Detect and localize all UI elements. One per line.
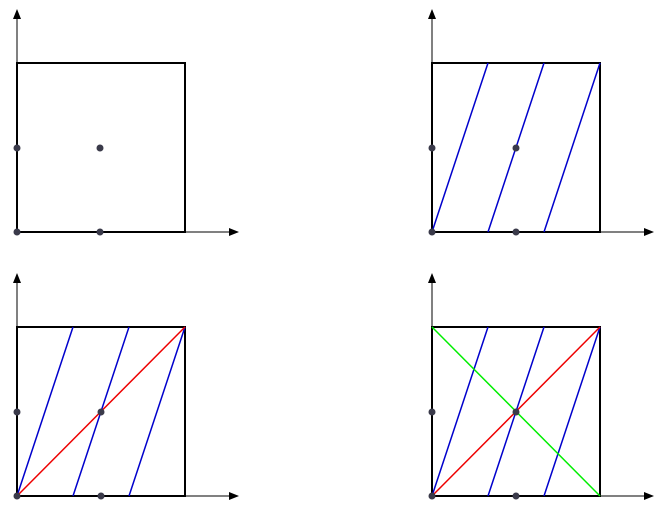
dot — [512, 492, 520, 500]
dot — [97, 408, 105, 416]
dot — [97, 492, 105, 500]
dot — [96, 144, 104, 152]
dot — [512, 144, 520, 152]
blue-line — [431, 62, 489, 233]
dot — [512, 408, 520, 416]
blue-line — [431, 326, 489, 497]
dot — [13, 492, 21, 500]
blue-line — [543, 326, 601, 497]
dot — [428, 228, 436, 236]
blue-line — [543, 62, 601, 233]
dot — [96, 228, 104, 236]
dot — [13, 228, 21, 236]
dot — [428, 144, 436, 152]
dot — [13, 144, 21, 152]
dot — [428, 408, 436, 416]
panel-4 — [428, 273, 654, 500]
panel-3 — [13, 273, 239, 500]
dot — [512, 228, 520, 236]
blue-line — [16, 326, 74, 497]
panel-1 — [13, 9, 239, 236]
dot — [13, 408, 21, 416]
panel-2 — [428, 9, 654, 236]
dot — [428, 492, 436, 500]
blue-line — [128, 326, 186, 497]
